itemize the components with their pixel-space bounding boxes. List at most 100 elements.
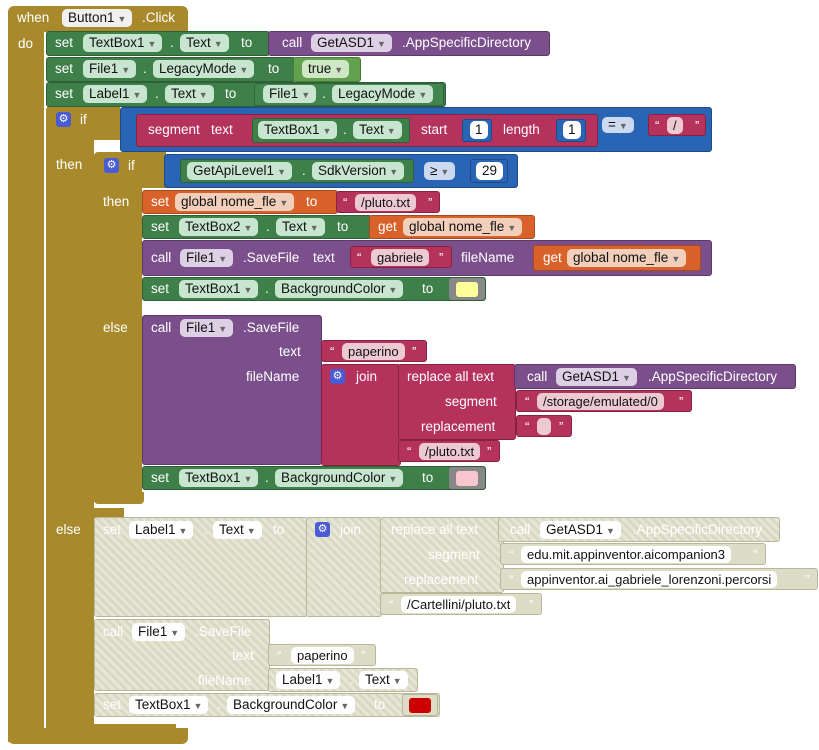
text-string-block[interactable]: “” bbox=[516, 415, 572, 437]
property-dropdown[interactable]: BackgroundColor ▼ bbox=[275, 280, 404, 298]
mutator-gear-icon[interactable]: ⚙ bbox=[56, 112, 71, 127]
component-dropdown[interactable]: TextBox2 ▼ bbox=[179, 218, 259, 236]
component-dropdown[interactable]: GetASD1 ▼ bbox=[311, 34, 392, 52]
text-string-block[interactable]: “ edu.mit.appinventor.aicompanion3 ” bbox=[500, 543, 766, 565]
variable-label: global nome_fle bbox=[409, 219, 505, 234]
yellow-color-swatch[interactable] bbox=[456, 282, 478, 297]
text-string-block[interactable]: “ /pluto.txt ” bbox=[398, 440, 500, 462]
quote-open-icon: “ bbox=[525, 394, 530, 409]
string-value[interactable]: appinventor.ai_gabriele_lorenzoni.percor… bbox=[521, 571, 778, 588]
sdk-number[interactable]: 29 bbox=[476, 162, 504, 180]
string-value[interactable]: paperino bbox=[291, 647, 354, 664]
chevron-down-icon: ▼ bbox=[243, 223, 253, 233]
string-value[interactable]: /Cartellini/pluto.txt bbox=[401, 596, 517, 613]
quote-close-icon: ” bbox=[361, 648, 366, 663]
red-color-swatch[interactable] bbox=[409, 698, 431, 713]
text-string-block[interactable]: “ gabriele ” bbox=[350, 246, 452, 268]
property-dropdown[interactable]: Text ▼ bbox=[276, 218, 325, 236]
property-dropdown[interactable]: LegacyMode ▼ bbox=[153, 60, 255, 78]
string-value[interactable]: / bbox=[667, 117, 683, 134]
component-dropdown[interactable]: TextBox1 ▼ bbox=[258, 121, 338, 139]
replace-all-text-block-disabled[interactable] bbox=[380, 517, 504, 593]
dot-separator: . bbox=[170, 35, 174, 50]
boolean-label: true bbox=[308, 61, 332, 76]
property-dropdown[interactable]: LegacyMode ▼ bbox=[332, 85, 434, 103]
operator-dropdown[interactable]: ≥ ▼ bbox=[424, 162, 456, 180]
string-value[interactable]: gabriele bbox=[371, 249, 430, 266]
component-label: GetASD1 bbox=[546, 522, 604, 537]
component-dropdown[interactable]: File1 ▼ bbox=[263, 85, 317, 103]
component-dropdown[interactable]: File1 ▼ bbox=[180, 249, 234, 267]
component-label: File1 bbox=[138, 624, 168, 639]
property-dropdown[interactable]: SdkVersion ▼ bbox=[312, 162, 405, 180]
text-string-block[interactable]: “ paperino ” bbox=[321, 340, 427, 362]
mutator-gear-icon[interactable]: ⚙ bbox=[104, 158, 119, 173]
dot-separator: . bbox=[155, 86, 159, 101]
property-dropdown[interactable]: Text ▼ bbox=[180, 34, 229, 52]
component-dropdown[interactable]: TextBox1 ▼ bbox=[83, 34, 163, 52]
mutator-gear-icon[interactable]: ⚙ bbox=[315, 522, 330, 537]
start-keyword: start bbox=[421, 122, 448, 137]
property-dropdown[interactable]: Text ▼ bbox=[213, 521, 262, 539]
component-dropdown[interactable]: TextBox1 ▼ bbox=[179, 469, 259, 487]
component-dropdown[interactable]: TextBox1 ▼ bbox=[129, 696, 209, 714]
property-dropdown[interactable]: BackgroundColor ▼ bbox=[227, 696, 356, 714]
to-keyword: to bbox=[225, 86, 237, 101]
string-value[interactable]: /storage/emulated/0 bbox=[537, 393, 664, 410]
chevron-down-icon: ▼ bbox=[117, 14, 127, 24]
string-value[interactable]: /pluto.txt bbox=[419, 443, 481, 460]
to-keyword: to bbox=[268, 61, 280, 76]
component-dropdown[interactable]: GetApiLevel1 ▼ bbox=[187, 162, 292, 180]
text-string-block[interactable]: “ /storage/emulated/0 ” bbox=[516, 390, 692, 412]
mutator-gear-icon[interactable]: ⚙ bbox=[330, 369, 345, 384]
chevron-down-icon: ▼ bbox=[309, 223, 319, 233]
method-label: .AppSpecificDirectory bbox=[402, 35, 532, 50]
set-keyword: set bbox=[55, 61, 74, 76]
text-string-block[interactable]: “ appinventor.ai_gabriele_lorenzoni.perco… bbox=[500, 568, 818, 590]
boolean-dropdown[interactable]: true ▼ bbox=[302, 60, 350, 78]
pink-color-swatch[interactable] bbox=[456, 471, 478, 486]
chevron-down-icon: ▼ bbox=[243, 474, 253, 484]
text-string-block[interactable]: “ /pluto.txt ” bbox=[336, 191, 440, 213]
set-keyword: set bbox=[151, 281, 170, 296]
component-dropdown[interactable]: Label1 ▼ bbox=[129, 521, 194, 539]
string-value[interactable] bbox=[537, 418, 551, 435]
component-dropdown[interactable]: TextBox1 ▼ bbox=[179, 280, 259, 298]
button1-label: Button1 bbox=[68, 10, 115, 25]
start-number[interactable]: 1 bbox=[470, 121, 488, 139]
string-value[interactable]: /pluto.txt bbox=[355, 194, 417, 211]
component-dropdown[interactable]: GetASD1 ▼ bbox=[540, 521, 621, 539]
call-getasd1-block-disabled[interactable] bbox=[498, 517, 780, 542]
component-dropdown[interactable]: Label1 ▼ bbox=[83, 85, 148, 103]
property-dropdown[interactable]: BackgroundColor ▼ bbox=[275, 469, 404, 487]
component-dropdown[interactable]: File1 ▼ bbox=[132, 623, 186, 641]
string-value[interactable]: edu.mit.appinventor.aicompanion3 bbox=[521, 546, 732, 563]
call-file1-savefile-block[interactable] bbox=[142, 315, 322, 465]
component-dropdown[interactable]: Label1 ▼ bbox=[276, 671, 341, 689]
variable-dropdown[interactable]: global nome_fle ▼ bbox=[403, 218, 523, 236]
variable-dropdown[interactable]: global nome_fle ▼ bbox=[175, 193, 295, 211]
replace-all-text-block[interactable] bbox=[398, 364, 516, 440]
segment-param-label: segment bbox=[428, 547, 480, 562]
chevron-down-icon: ▼ bbox=[301, 90, 311, 100]
property-dropdown[interactable]: Text ▼ bbox=[165, 85, 214, 103]
operator-dropdown[interactable]: = ▼ bbox=[602, 117, 634, 133]
text-string-block[interactable]: “ /Cartellini/pluto.txt ” bbox=[380, 593, 542, 615]
variable-dropdown[interactable]: global nome_fle ▼ bbox=[567, 249, 687, 267]
property-label: BackgroundColor bbox=[233, 697, 338, 712]
replacement-param-label: replacement bbox=[421, 419, 496, 434]
quote-open-icon: “ bbox=[277, 648, 282, 663]
text-string-block[interactable]: “ / ” bbox=[648, 114, 706, 136]
component-dropdown[interactable]: File1 ▼ bbox=[180, 319, 234, 337]
property-dropdown[interactable]: Text ▼ bbox=[359, 671, 408, 689]
component-dropdown[interactable]: GetASD1 ▼ bbox=[556, 368, 637, 386]
string-value[interactable]: paperino bbox=[342, 343, 405, 360]
set-keyword: set bbox=[55, 35, 74, 50]
property-dropdown[interactable]: Text ▼ bbox=[353, 121, 402, 139]
button1-dropdown[interactable]: Button1 ▼ bbox=[62, 9, 133, 27]
text-string-block[interactable]: “ paperino ” bbox=[268, 644, 376, 666]
length-number[interactable]: 1 bbox=[563, 121, 581, 139]
component-dropdown[interactable]: File1 ▼ bbox=[83, 60, 137, 78]
chevron-down-icon: ▼ bbox=[246, 526, 256, 536]
dot-separator: . bbox=[302, 163, 306, 178]
